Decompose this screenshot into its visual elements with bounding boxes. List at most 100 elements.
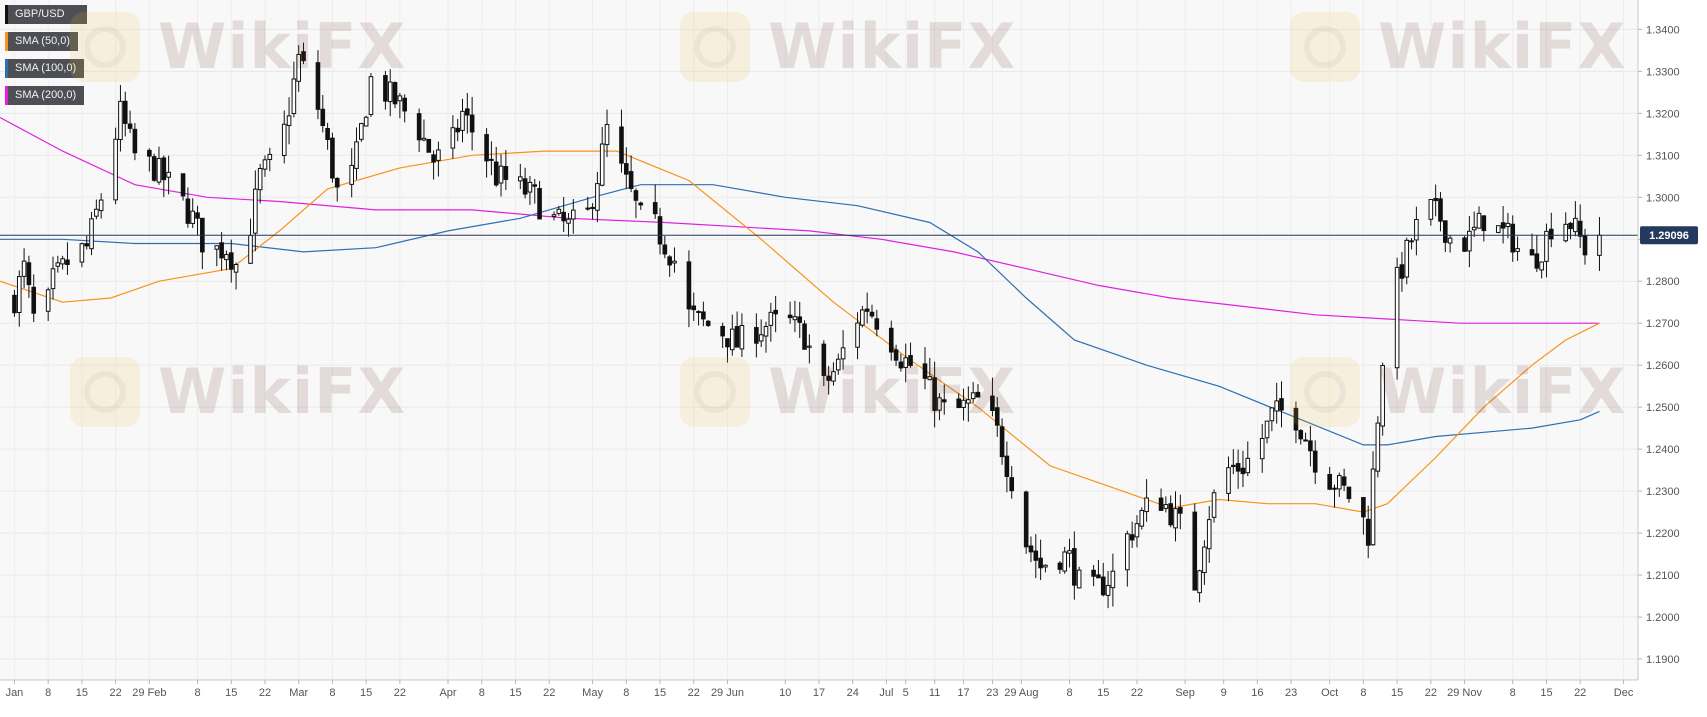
bearish-candle-body	[1235, 463, 1241, 472]
bullish-candle-body	[354, 141, 359, 169]
x-tick-label: 8	[1066, 687, 1072, 699]
bearish-candle-body	[1279, 398, 1284, 411]
candle	[291, 61, 297, 118]
candle	[1038, 539, 1043, 581]
candle	[1573, 201, 1578, 237]
x-tick-label: 23	[986, 687, 998, 699]
y-tick-label: 1.1900	[1646, 654, 1680, 666]
candle	[1428, 199, 1434, 226]
candle	[296, 45, 302, 92]
candle	[1129, 521, 1135, 548]
candle	[50, 256, 56, 300]
bullish-candle-body	[421, 137, 427, 141]
bullish-candle-body	[1563, 223, 1569, 242]
price-axis[interactable]: 1.34001.33001.32001.31001.30001.29001.28…	[1638, 24, 1680, 666]
bullish-candle-body	[156, 158, 162, 183]
candle	[180, 173, 186, 201]
candle	[1563, 212, 1569, 243]
bearish-candle-body	[1327, 473, 1332, 490]
candle	[267, 147, 273, 172]
x-tick-label: 17	[957, 687, 969, 699]
bearish-candle-body	[652, 202, 658, 215]
bearish-candle-body	[315, 62, 321, 110]
bullish-candle-body	[1043, 564, 1048, 568]
legend-item-sma200[interactable]: SMA (200,0)	[5, 86, 85, 105]
bullish-candle-body	[807, 345, 812, 348]
bearish-candle-body	[1072, 548, 1077, 586]
candle	[1158, 488, 1164, 511]
bullish-candle-body	[368, 76, 374, 115]
candle	[224, 250, 229, 271]
bearish-candle-body	[999, 426, 1005, 458]
bullish-candle-body	[551, 214, 557, 217]
candle	[961, 388, 966, 421]
bearish-candle-body	[1534, 253, 1540, 269]
bullish-candle-body	[1245, 457, 1251, 474]
bearish-candle-body	[127, 123, 133, 129]
candle	[286, 97, 292, 145]
bearish-candle-body	[416, 113, 422, 141]
legend-item-sma50[interactable]: SMA (50,0)	[5, 32, 79, 51]
candle	[98, 193, 104, 219]
x-tick-label: 29 Nov	[1447, 687, 1482, 699]
bullish-candle-body	[224, 254, 229, 261]
candle	[469, 97, 475, 151]
bearish-candle-body	[532, 184, 538, 187]
candle	[1240, 450, 1246, 488]
candle	[450, 115, 456, 159]
candle	[994, 396, 1000, 437]
candle	[16, 270, 22, 327]
bearish-candle-body	[228, 252, 234, 270]
candle	[214, 245, 220, 267]
candle	[1534, 235, 1540, 272]
candle	[484, 128, 489, 178]
bullish-candle-body	[253, 188, 258, 234]
candle	[1577, 204, 1583, 249]
bullish-candle-body	[50, 268, 56, 290]
candle	[590, 203, 595, 220]
bullish-candle-body	[349, 164, 354, 185]
y-tick-label: 1.2300	[1646, 486, 1680, 498]
bearish-candle-body	[122, 100, 128, 124]
candle	[1235, 449, 1241, 489]
candle	[1202, 540, 1207, 585]
x-tick-label: 17	[813, 687, 825, 699]
bearish-candle-body	[522, 178, 528, 195]
bullish-candle-body	[1269, 407, 1275, 422]
bullish-candle-body	[291, 78, 297, 115]
x-tick-label: Apr	[439, 687, 456, 699]
candle	[874, 309, 880, 337]
candle	[147, 148, 152, 172]
candle	[1279, 381, 1284, 428]
legend-item-sma100[interactable]: SMA (100,0)	[5, 59, 85, 78]
legend-item-gbpusd[interactable]: GBP/USD	[5, 5, 87, 24]
candle	[754, 313, 759, 358]
candle	[619, 109, 624, 173]
x-tick-label: 29 Feb	[132, 687, 166, 699]
x-tick-label: 15	[654, 687, 666, 699]
candle	[1548, 212, 1554, 248]
candle	[1178, 494, 1183, 530]
bullish-candle-body	[79, 243, 85, 263]
legend-label: SMA (200,0)	[15, 89, 77, 101]
candle	[1336, 472, 1342, 497]
bearish-candle-body	[1312, 450, 1318, 473]
x-tick-label: 15	[225, 687, 237, 699]
candle	[638, 201, 644, 210]
candle	[455, 118, 460, 142]
legend-swatch	[5, 32, 8, 51]
candle	[1067, 538, 1072, 568]
legend: GBP/USD SMA (50,0) SMA (100,0) SMA (200,…	[5, 5, 87, 113]
y-tick-label: 1.3400	[1646, 24, 1680, 36]
bullish-candle-body	[1173, 508, 1178, 529]
candle	[60, 255, 65, 270]
candle	[161, 155, 167, 198]
bearish-candle-body	[1341, 476, 1347, 486]
time-axis[interactable]: Jan 8 15 22 29 Feb 8 15 22 Mar 8 15 22 Apr 8 15 22 May 8 1…	[6, 680, 1634, 699]
y-tick-label: 1.2400	[1646, 444, 1680, 456]
candle	[628, 155, 634, 193]
candle	[1375, 416, 1381, 478]
candle	[166, 155, 171, 195]
candle	[1144, 479, 1149, 522]
